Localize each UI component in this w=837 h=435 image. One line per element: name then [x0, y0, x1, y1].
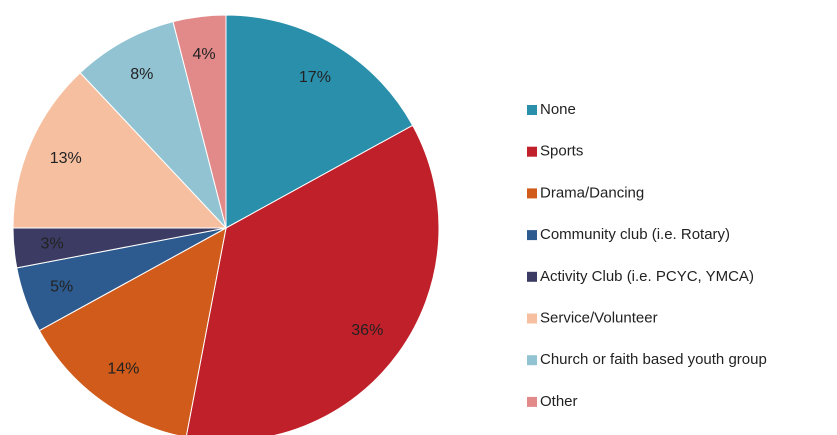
- legend-swatch: [527, 146, 537, 157]
- pie-slice: [79, 21, 227, 229]
- legend-label: None: [540, 101, 576, 118]
- legend-label: Sports: [540, 143, 583, 160]
- legend-swatch: [527, 271, 537, 282]
- legend-label: Activity Club (i.e. PCYC, YMCA): [540, 268, 754, 285]
- value-label: 4%: [193, 46, 216, 63]
- value-label: 36%: [351, 322, 383, 339]
- legend-label: Service/Volunteer: [540, 309, 658, 326]
- value-label: 8%: [130, 66, 153, 83]
- legend-swatch: [527, 396, 537, 407]
- pie-slice: [172, 14, 227, 229]
- legend-swatch: [527, 355, 537, 366]
- legend-swatch: [527, 230, 537, 241]
- pie-slice: [38, 227, 227, 435]
- legend-label: Other: [540, 393, 578, 410]
- pie-slice: [186, 124, 440, 435]
- legend-swatch: [527, 188, 537, 199]
- value-label: 5%: [50, 278, 73, 295]
- value-label: 14%: [107, 361, 139, 378]
- value-label: 17%: [299, 69, 331, 86]
- legend-swatch: [527, 105, 537, 115]
- pie-slice: [225, 14, 414, 229]
- legend-swatch: [527, 313, 537, 324]
- legend-label: Drama/Dancing: [540, 184, 644, 201]
- value-label: 13%: [50, 150, 82, 167]
- legend-label: Church or faith based youth group: [540, 351, 767, 368]
- legend-label: Community club (i.e. Rotary): [540, 226, 730, 243]
- pie-slice: [12, 72, 228, 229]
- value-label: 3%: [41, 236, 64, 253]
